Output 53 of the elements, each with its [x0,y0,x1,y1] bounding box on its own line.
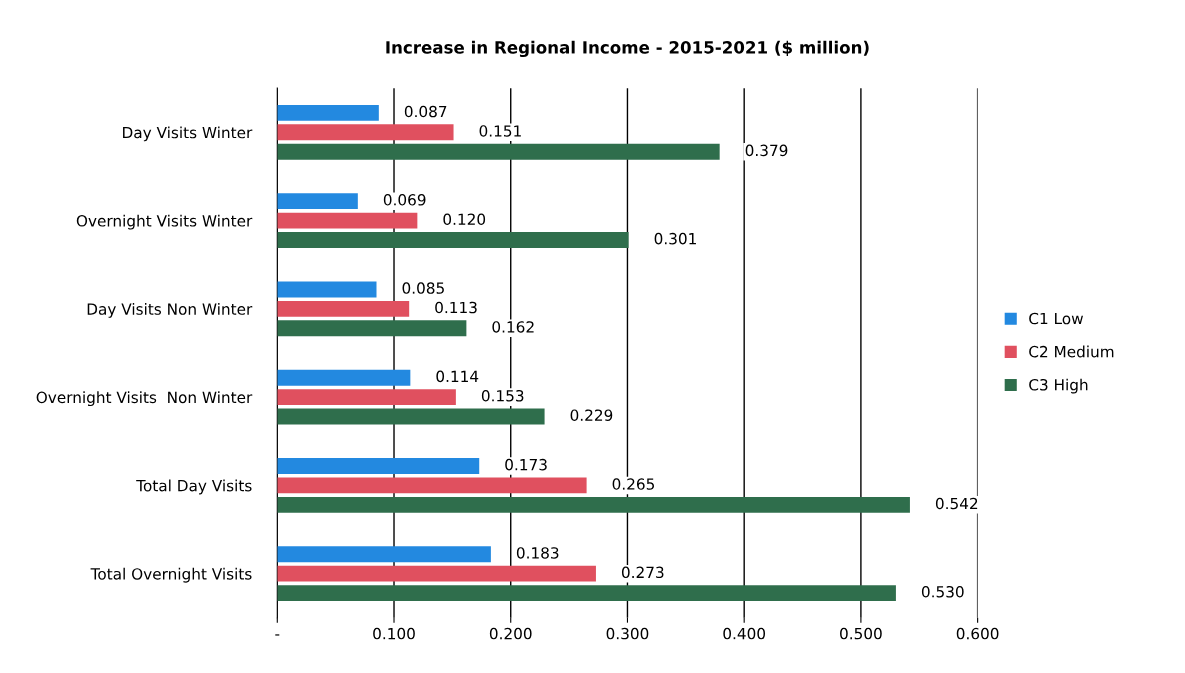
data-label: 0.114 [436,370,479,383]
x-tick-label: 0.200 [489,627,532,640]
data-label: 0.085 [402,282,444,294]
y-tick-label: Overnight Visits Winter [76,214,253,230]
bar [277,104,379,121]
bar [277,212,418,229]
data-label: 0.301 [654,232,696,245]
x-tick-label: 0.600 [956,627,999,640]
bar [277,320,467,337]
x-tick-label: 0.300 [606,627,649,640]
data-label: 0.183 [516,547,559,559]
bar [277,193,358,210]
x-tick-label: - [275,634,280,636]
data-label: 0.162 [492,321,534,333]
bar [277,458,480,474]
x-tick-label: 0.500 [840,627,882,640]
y-tick-label: Overnight Visits Non Winter [36,391,253,407]
chart-title: Increase in Regional Income - 2015-2021 ($ million) [386,40,869,58]
bar [277,477,587,494]
data-label: 0.087 [404,105,447,118]
bar [277,300,410,317]
bar [277,546,491,563]
data-label: 0.379 [745,144,788,157]
bar [277,389,456,406]
bar [277,565,596,582]
bar [277,143,720,160]
bar [277,496,910,513]
bar [277,408,545,425]
y-tick-label: Total Day Visits [136,479,252,495]
x-tick-label: 0.100 [373,627,415,640]
data-label: 0.173 [505,458,547,471]
bar [277,585,896,602]
data-label: 0.530 [921,585,964,598]
data-label: 0.120 [443,213,486,226]
legend-label: C1 Low [1029,312,1083,325]
x-tick-label: 0.400 [723,627,766,640]
bar [277,281,377,298]
data-label: 0.069 [383,194,426,206]
bar [277,232,629,248]
y-tick-label: Day Visits Non Winter [87,303,253,318]
data-label: 0.151 [479,125,521,137]
bar [277,369,411,386]
data-label: 0.113 [435,301,477,314]
data-label: 0.273 [621,566,664,579]
data-label: 0.542 [935,497,978,510]
data-label: 0.229 [570,409,613,421]
data-label: 0.153 [481,390,524,402]
data-label: 0.265 [612,478,655,490]
y-tick-label: Day Visits Winter [123,126,253,142]
bar [277,124,454,141]
y-tick-label: Total Overnight Visits [90,567,252,583]
legend-label: C2 Medium [1029,345,1114,358]
legend-label: C3 High [1029,378,1088,394]
